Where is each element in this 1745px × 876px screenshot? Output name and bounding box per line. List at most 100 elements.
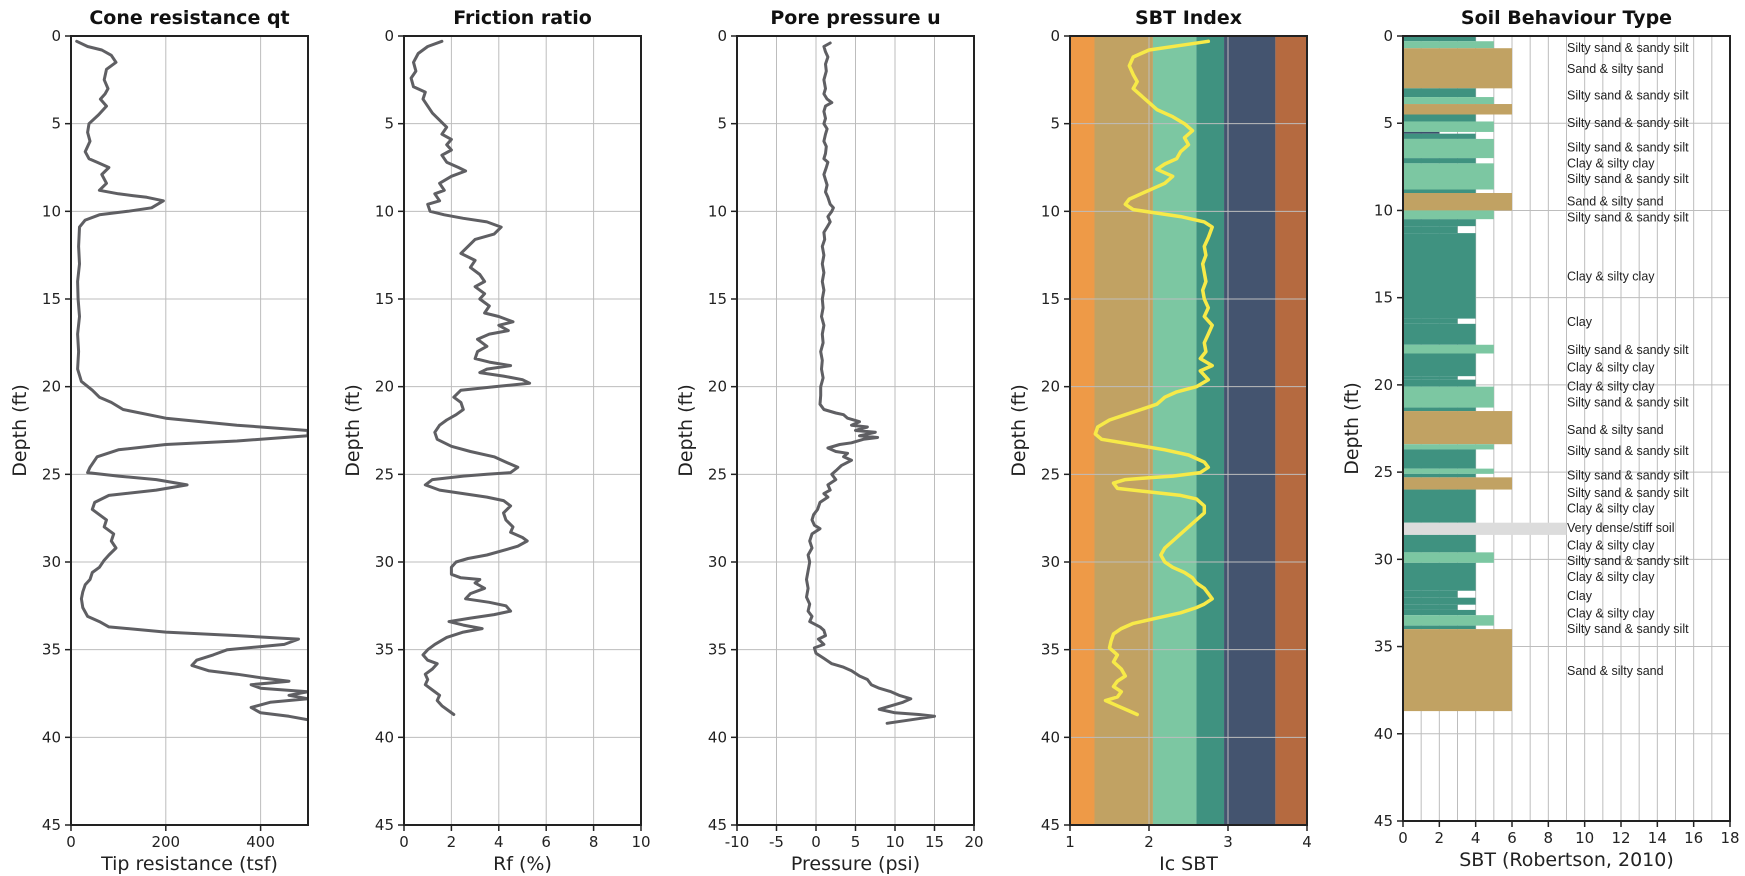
x-tick-label: 10	[631, 833, 650, 851]
sbt-layer-bar-33	[1403, 477, 1512, 490]
sbt-annotation-21: Very dense/stiff soil	[1567, 521, 1674, 535]
x-tick-label: 16	[1684, 829, 1703, 847]
sbt-zone-2	[1094, 36, 1153, 825]
x-tick-label: 20	[964, 833, 983, 851]
sbt-layer-bar-19	[1403, 233, 1476, 319]
x-tick-label: 15	[925, 833, 944, 851]
sbt-layer-bar-5	[1403, 97, 1494, 105]
y-tick-label: 30	[42, 553, 61, 571]
sbt-layer-bar-40	[1403, 597, 1476, 605]
sbt-layer-bar-28	[1403, 411, 1512, 445]
sbt-layer-bar-13	[1403, 163, 1494, 190]
y-tick-label: 20	[1374, 376, 1393, 394]
sbt-layer-bar-9	[1403, 131, 1440, 134]
y-tick-label: 5	[384, 115, 394, 133]
panel-5: Silty sand & sandy silt Sand & silty sand…	[1341, 7, 1740, 871]
y-tick-label: 40	[375, 728, 394, 746]
sbt-layer-bar-25	[1403, 379, 1476, 387]
y-tick-label: 15	[708, 290, 727, 308]
y-tick-label: 20	[42, 378, 61, 396]
y-tick-label: 20	[375, 378, 394, 396]
grid	[404, 36, 642, 825]
sbt-annotation-22: Clay & silty clay	[1567, 538, 1655, 552]
y-tick-label: 15	[1374, 289, 1393, 307]
y-tick-label: 20	[1041, 378, 1060, 396]
y-tick-label: 30	[708, 553, 727, 571]
sbt-layer-bar-12	[1403, 158, 1476, 164]
series-line	[409, 39, 532, 716]
x-tick-label: 14	[1648, 829, 1667, 847]
panel-title: SBT Index	[1135, 7, 1242, 29]
y-tick-label: 25	[42, 465, 61, 483]
x-tick-label: 1	[1065, 833, 1075, 851]
sbt-layer-bar-3	[1403, 48, 1512, 89]
sbt-annotation-14: Clay & silty clay	[1567, 380, 1655, 394]
y-tick-label: 5	[717, 115, 727, 133]
sbt-layer-bar-20	[1403, 318, 1458, 324]
x-tick-label: 6	[541, 833, 551, 851]
sbt-layer-bar-34	[1403, 489, 1476, 523]
panel-title: Pore pressure u	[770, 7, 940, 29]
sbt-layer-bar-32	[1403, 473, 1476, 478]
sbt-zone-6	[1275, 36, 1307, 825]
y-tick-label: 0	[384, 27, 394, 45]
series-line	[1093, 39, 1214, 717]
x-tick-label: 0	[399, 833, 409, 851]
y-tick-label: 10	[708, 202, 727, 220]
y-tick-label: 10	[1374, 201, 1393, 219]
y-tick-label: 45	[708, 816, 727, 834]
sbt-layer-bar-1	[1403, 36, 1476, 42]
x-tick-label: 12	[1611, 829, 1630, 847]
sbt-annotation-13: Clay & silty clay	[1567, 360, 1655, 374]
y-tick-label: 15	[42, 290, 61, 308]
sbt-layer-bar-35	[1403, 522, 1567, 535]
sbt-layer-bar-8	[1403, 121, 1494, 132]
sbt-layer-bar-29	[1403, 444, 1494, 450]
panel-title: Cone resistance qt	[89, 7, 289, 29]
y-tick-label: 45	[42, 816, 61, 834]
x-tick-label: 8	[1544, 829, 1554, 847]
sbt-annotation-11: Clay	[1567, 315, 1593, 329]
y-tick-label: 40	[42, 728, 61, 746]
sbt-layer-bar-44	[1403, 625, 1476, 630]
y-tick-label: 25	[1041, 465, 1060, 483]
y-tick-label: 35	[1374, 638, 1393, 656]
sbt-layer-bar-10	[1403, 133, 1476, 139]
x-tick-label: -5	[769, 833, 784, 851]
sbt-zone-4	[1196, 36, 1225, 825]
sbt-layer-bar-38	[1403, 562, 1476, 591]
sbt-layer-bar-22	[1403, 344, 1494, 354]
y-tick-label: 40	[1041, 728, 1060, 746]
y-tick-label: 25	[1374, 463, 1393, 481]
y-tick-label: 45	[1041, 816, 1060, 834]
sbt-annotation-26: Clay & silty clay	[1567, 606, 1655, 620]
sbt-annotation-6: Clay & silty clay	[1567, 156, 1655, 170]
sbt-layer-bar-21	[1403, 323, 1476, 345]
plot-frame	[1069, 35, 1308, 826]
y-tick-label: 5	[1383, 114, 1393, 132]
sbt-annotation-10: Clay & silty clay	[1567, 270, 1655, 284]
x-tick-label: 2	[1144, 833, 1154, 851]
panel-title: Friction ratio	[453, 7, 592, 29]
y-tick-label: 0	[1050, 27, 1060, 45]
x-tick-label: 2	[447, 833, 457, 851]
y-tick-label: 30	[375, 553, 394, 571]
sbt-annotation-2: Sand & silty sand	[1567, 62, 1664, 76]
grid	[71, 36, 308, 825]
x-axis-label: Ic SBT	[1159, 853, 1218, 875]
sbt-layer-bar-41	[1403, 604, 1458, 610]
x-tick-label: 0	[66, 833, 76, 851]
sbt-annotation-4: Silty sand & sandy silt	[1567, 116, 1689, 130]
sbt-layer-bar-18	[1403, 226, 1458, 234]
sbt-layer-bar-37	[1403, 552, 1494, 563]
panel-4: 0 5 10 15 20 25 30 35 40 45 1 2 3 4 SBT Index Ic SBT Dep…	[1008, 7, 1312, 875]
sbt-annotation-25: Clay	[1567, 589, 1593, 603]
sbt-layer-bar-39	[1403, 590, 1458, 598]
sbt-layer-bar-31	[1403, 468, 1494, 474]
y-tick-label: 35	[375, 641, 394, 659]
sbt-layer-bar-2	[1403, 41, 1494, 49]
y-tick-label: 15	[375, 290, 394, 308]
plot-frame	[70, 35, 309, 826]
sbt-annotation-9: Silty sand & sandy silt	[1567, 210, 1689, 224]
